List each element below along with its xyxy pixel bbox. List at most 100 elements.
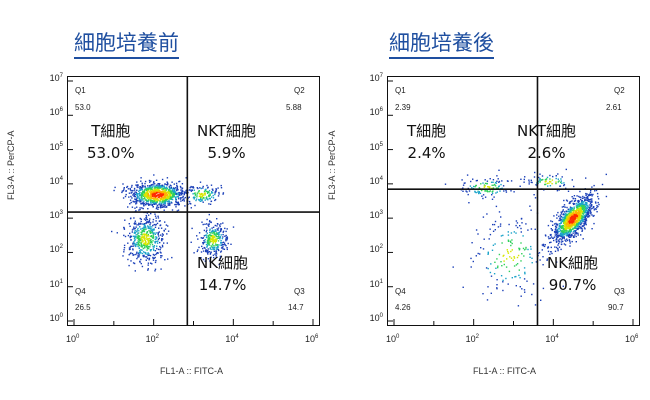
event-point — [586, 213, 588, 215]
event-point — [171, 256, 173, 259]
event-point — [583, 214, 585, 217]
event-point — [140, 220, 142, 223]
event-point — [143, 228, 145, 230]
event-point — [507, 283, 509, 285]
event-point — [226, 237, 229, 239]
event-point — [135, 193, 138, 195]
event-point — [579, 207, 581, 209]
event-point — [222, 246, 224, 248]
event-point — [588, 195, 590, 197]
event-point — [516, 226, 519, 229]
event-point — [158, 184, 160, 186]
event-point — [209, 229, 211, 231]
event-point — [216, 225, 218, 227]
event-point — [474, 191, 476, 193]
event-point — [497, 266, 499, 269]
event-point — [538, 252, 541, 254]
event-point — [570, 223, 572, 225]
event-point — [132, 242, 134, 244]
event-point — [560, 222, 562, 224]
event-point — [176, 186, 178, 188]
event-point — [524, 176, 526, 178]
event-point — [585, 201, 588, 204]
y-tick-label: 105 — [369, 141, 383, 152]
event-point — [580, 227, 582, 230]
event-point — [135, 203, 137, 205]
event-point — [160, 198, 162, 201]
event-point — [145, 187, 147, 189]
event-point — [153, 174, 155, 176]
event-point — [137, 232, 139, 235]
event-point — [142, 237, 144, 239]
event-point — [582, 202, 584, 204]
event-point — [581, 208, 584, 211]
event-point — [498, 253, 501, 256]
event-point — [207, 253, 209, 255]
event-point — [141, 198, 143, 201]
event-point — [138, 241, 140, 244]
event-point — [583, 227, 586, 229]
event-point — [196, 250, 198, 253]
event-point — [595, 189, 598, 192]
event-point — [530, 248, 532, 250]
event-point — [498, 169, 500, 171]
event-point — [141, 239, 143, 241]
event-point — [185, 192, 187, 194]
event-point — [143, 242, 145, 244]
event-point — [174, 188, 176, 191]
event-point — [201, 193, 203, 196]
event-point — [158, 183, 160, 185]
event-point — [111, 230, 113, 233]
event-point — [575, 216, 577, 219]
event-point — [134, 243, 136, 245]
event-point — [581, 220, 584, 223]
event-point — [560, 213, 563, 215]
event-point — [218, 234, 220, 236]
event-point — [584, 220, 586, 223]
event-point — [583, 201, 585, 203]
event-point — [546, 176, 549, 179]
event-point — [492, 230, 495, 232]
event-point — [150, 192, 152, 194]
event-point — [510, 250, 512, 253]
event-point — [139, 208, 141, 211]
event-point — [206, 229, 208, 231]
event-point — [572, 209, 575, 211]
event-point — [503, 260, 505, 262]
event-point — [141, 193, 143, 195]
event-point — [163, 197, 165, 199]
event-point — [559, 238, 561, 240]
event-point — [222, 248, 224, 250]
event-point — [163, 195, 165, 197]
event-point — [223, 244, 225, 246]
event-point — [195, 199, 197, 202]
population-percent: 2.6% — [527, 144, 566, 162]
y-tick-label: 104 — [369, 175, 383, 186]
event-point — [577, 201, 580, 203]
event-point — [160, 192, 162, 195]
event-point — [538, 179, 541, 181]
event-point — [524, 291, 526, 293]
event-point — [574, 203, 576, 205]
event-point — [572, 211, 575, 213]
event-point — [587, 205, 589, 208]
event-point — [141, 187, 143, 189]
event-point — [512, 259, 514, 261]
event-point — [154, 186, 156, 189]
event-point — [201, 198, 204, 200]
event-point — [152, 257, 154, 260]
event-point — [172, 192, 174, 195]
event-point — [190, 203, 192, 205]
event-point — [204, 223, 206, 225]
event-point — [571, 196, 573, 198]
event-point — [221, 237, 224, 240]
event-point — [582, 216, 584, 218]
event-point — [214, 230, 216, 232]
event-point — [134, 232, 136, 234]
event-point — [591, 214, 593, 216]
event-point — [139, 194, 141, 197]
event-point — [158, 192, 161, 194]
event-point — [144, 233, 146, 235]
event-point — [528, 181, 530, 183]
event-point — [556, 214, 558, 216]
